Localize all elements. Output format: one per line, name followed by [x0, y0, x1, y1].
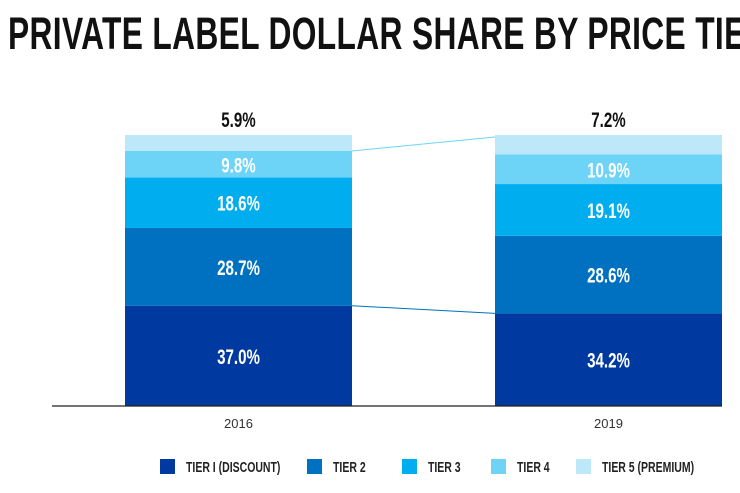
x-tick-label: 2016 — [224, 416, 253, 431]
data-label: 7.2% — [591, 107, 625, 131]
legend-swatch — [402, 459, 417, 474]
legend-label: TIER 3 — [428, 458, 461, 475]
bar-segment — [125, 177, 352, 228]
bar-segment — [125, 305, 352, 406]
chart-title: PRIVATE LABEL DOLLAR SHARE BY PRICE TIER — [8, 8, 740, 59]
legend-label: TIER 5 (PREMIUM) — [602, 458, 694, 475]
bar-segment — [495, 313, 722, 406]
data-label: 34.2% — [587, 348, 630, 372]
data-label: 28.6% — [587, 263, 630, 287]
bar-segment — [495, 135, 722, 155]
bar-segment — [125, 150, 352, 178]
legend-swatch — [576, 459, 591, 474]
legend-label: TIER I (DISCOUNT) — [186, 458, 280, 475]
data-label: 9.8% — [221, 153, 255, 177]
legend-swatch — [491, 459, 506, 474]
legend-label: TIER 2 — [333, 458, 366, 475]
data-label: 37.0% — [217, 344, 260, 368]
legend-label: TIER 4 — [517, 458, 550, 475]
legend-swatch — [160, 459, 175, 474]
bar-segment — [495, 235, 722, 314]
x-tick-label: 2019 — [594, 416, 623, 431]
data-label: 19.1% — [587, 198, 630, 222]
connector-line — [351, 305, 496, 314]
data-label: 10.9% — [587, 158, 630, 182]
data-label: 5.9% — [221, 107, 255, 131]
data-label: 28.7% — [217, 255, 260, 279]
data-label: 18.6% — [217, 191, 260, 215]
connector-line — [351, 136, 496, 152]
bar-segment — [495, 154, 722, 185]
legend-swatch — [307, 459, 322, 474]
bar-segment — [125, 227, 352, 306]
bar-segment — [495, 184, 722, 236]
bar-segment — [125, 135, 352, 151]
